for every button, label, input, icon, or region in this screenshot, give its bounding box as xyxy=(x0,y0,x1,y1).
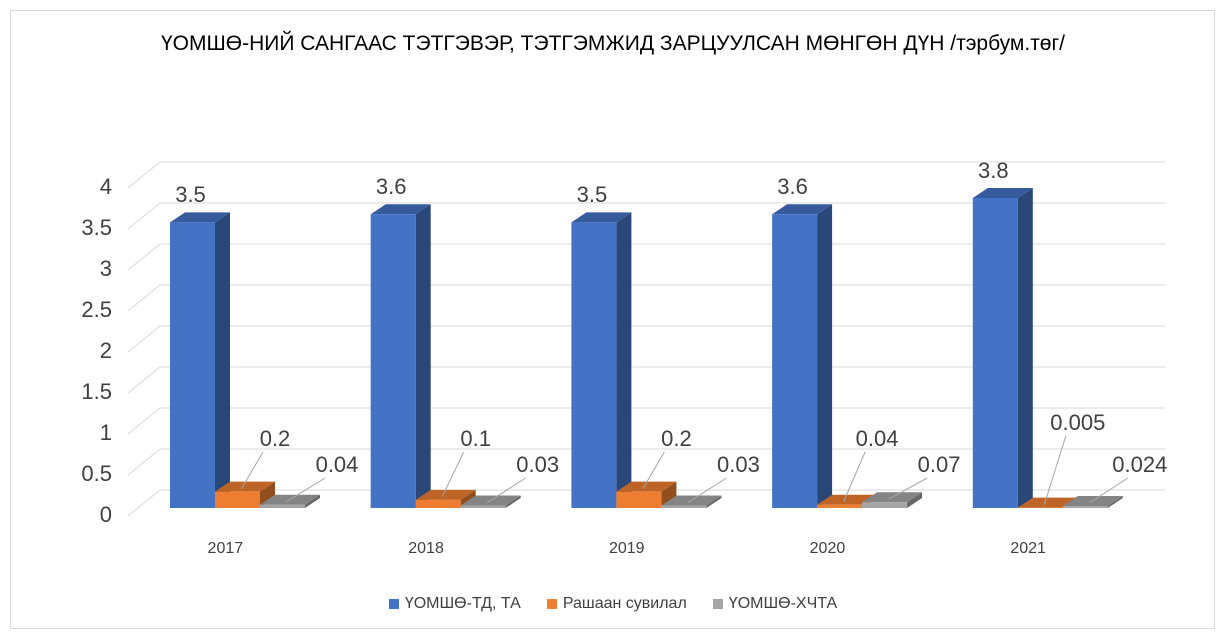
bar-top xyxy=(616,481,677,492)
y-tick-label: 3 xyxy=(100,256,112,281)
bar xyxy=(260,504,305,508)
legend-swatch xyxy=(712,599,723,609)
leader-line xyxy=(1089,477,1129,504)
leader-line xyxy=(888,477,928,500)
bar-top xyxy=(415,489,476,500)
bar xyxy=(215,491,260,508)
data-label: 3.8 xyxy=(978,158,1009,183)
bar-side xyxy=(706,495,722,508)
legend: ҮОМШӨ-ТД, ТА Рашаан сувилал ҮОМШӨ-ХЧТА xyxy=(0,595,1226,613)
grid-line-depth xyxy=(127,489,161,517)
legend-label: Рашаан сувилал xyxy=(562,595,687,612)
bar-top xyxy=(170,212,230,223)
bar xyxy=(1062,506,1108,508)
grid-line-depth xyxy=(127,366,161,394)
bar-top xyxy=(215,481,275,492)
leader-line xyxy=(843,451,866,502)
grid-line-depth xyxy=(127,448,161,476)
data-label: 3.6 xyxy=(777,174,808,199)
data-label: 0.1 xyxy=(460,426,491,451)
chart-frame xyxy=(10,10,1215,629)
legend-label: ҮОМШӨ-ХЧТА xyxy=(728,595,838,612)
bar xyxy=(616,491,662,508)
bar xyxy=(972,197,1018,508)
bar-top xyxy=(571,212,632,223)
y-tick-label: 2.5 xyxy=(81,297,112,322)
y-tick-label: 0 xyxy=(100,502,112,527)
data-label: 0.005 xyxy=(1050,410,1105,435)
data-label: 0.2 xyxy=(661,426,692,451)
bar-side xyxy=(415,204,431,508)
bar-top xyxy=(1017,497,1078,508)
data-label: 0.07 xyxy=(918,452,961,477)
grid-line-depth xyxy=(127,161,161,189)
x-tick-label: 2018 xyxy=(408,540,444,557)
data-label: 3.5 xyxy=(577,182,608,207)
leader-line xyxy=(441,451,465,498)
legend-swatch xyxy=(546,599,557,609)
y-tick-label: 1.5 xyxy=(81,379,112,404)
bar-side xyxy=(616,212,632,508)
data-label: 0.04 xyxy=(856,426,899,451)
bar-side xyxy=(817,204,833,508)
bar-top xyxy=(817,494,878,505)
title-box: ҮОМШӨ-НИЙ САНГААС ТЭТГЭВЭР, ТЭТГЭМЖИД ЗА… xyxy=(0,30,1226,58)
y-tick-label: 0.5 xyxy=(81,461,112,486)
bar xyxy=(571,222,617,508)
leader-line xyxy=(687,477,727,503)
data-label: 0.04 xyxy=(316,452,359,477)
bar-side xyxy=(305,494,320,508)
data-label: 0.2 xyxy=(260,426,291,451)
bar-side xyxy=(661,481,677,508)
bar-side xyxy=(505,495,521,508)
bar xyxy=(370,214,416,508)
x-tick-label: 2019 xyxy=(609,540,645,557)
data-label: 3.5 xyxy=(175,182,206,207)
leader-line xyxy=(286,477,326,503)
grid-line-depth xyxy=(127,202,161,230)
bar xyxy=(862,502,908,508)
legend-item: ҮОМШӨ-ТД, ТА xyxy=(388,595,521,613)
data-label: 0.03 xyxy=(516,452,559,477)
bar xyxy=(661,505,707,508)
y-tick-label: 3.5 xyxy=(81,215,112,240)
grid-line-depth xyxy=(127,325,161,353)
y-tick-label: 1 xyxy=(100,420,112,445)
y-tick-label: 2 xyxy=(100,338,112,363)
bar xyxy=(170,222,215,508)
legend-swatch xyxy=(388,599,399,609)
chart-title: ҮОМШӨ-НИЙ САНГААС ТЭТГЭВЭР, ТЭТГЭМЖИД ЗА… xyxy=(161,32,1065,55)
leader-line xyxy=(1043,435,1067,505)
bar xyxy=(415,499,461,508)
grid-line-depth xyxy=(127,407,161,435)
x-tick-label: 2020 xyxy=(810,540,846,557)
legend-label: ҮОМШӨ-ТД, ТА xyxy=(404,595,521,612)
bar xyxy=(772,214,818,508)
bar xyxy=(460,505,506,508)
x-tick-label: 2021 xyxy=(1010,540,1046,557)
legend-item: Рашаан сувилал xyxy=(546,595,687,613)
grid-line-depth xyxy=(127,284,161,312)
bar-top xyxy=(370,204,431,215)
bar-side xyxy=(215,212,230,508)
y-tick-label: 4 xyxy=(100,174,112,199)
bar-side xyxy=(1017,187,1033,508)
bar-side xyxy=(907,492,923,508)
bar-side xyxy=(1107,496,1123,508)
bar-side xyxy=(260,481,275,508)
grid-line-depth xyxy=(127,243,161,271)
x-tick-label: 2017 xyxy=(208,540,244,557)
leader-line xyxy=(241,451,264,489)
data-label: 0.03 xyxy=(717,452,760,477)
bar-top xyxy=(772,204,833,215)
leader-line xyxy=(642,451,665,489)
bar xyxy=(817,504,863,508)
bar-top xyxy=(972,187,1033,198)
legend-item: ҮОМШӨ-ХЧТА xyxy=(712,595,838,613)
leader-line xyxy=(486,477,526,503)
data-label: 0.024 xyxy=(1112,452,1167,477)
data-label: 3.6 xyxy=(376,174,407,199)
